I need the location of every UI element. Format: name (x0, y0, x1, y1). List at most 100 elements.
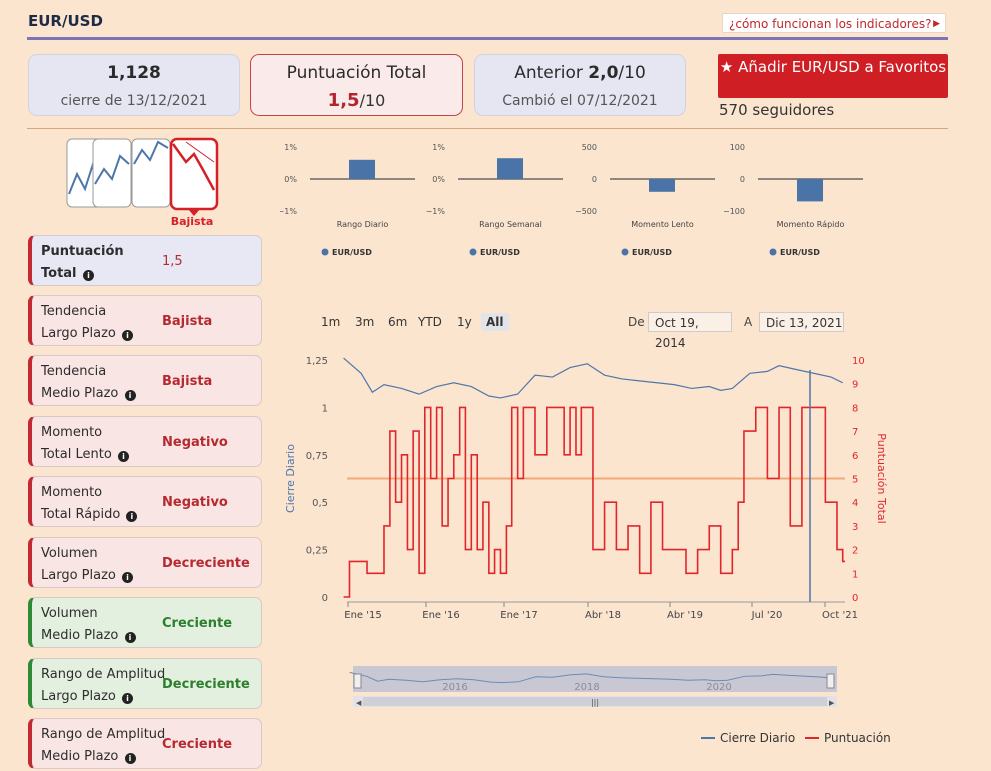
indicator-name-line1: Puntuación (41, 244, 124, 259)
date-from-label: De (628, 315, 645, 329)
timeframe-1m-button[interactable]: 1m (321, 315, 341, 329)
indicator-name: Rango de Amplitud Largo Plazo i (41, 664, 166, 708)
mini-legend-dot (321, 248, 329, 256)
timeframe-6m-button[interactable]: 6m (388, 315, 408, 329)
indicator-card[interactable]: Momento Total Rápido i Negativo (28, 476, 262, 527)
mini-chart-1: 1% 0% −1% Rango Diario EUR/USD (280, 143, 415, 257)
mini-bar (797, 179, 823, 202)
close-card: 1,128 cierre de 13/12/2021 (28, 54, 240, 116)
mini-ytick: −100 (723, 207, 745, 216)
chevron-right-icon: ▶ (933, 19, 940, 29)
timeframe-all-button[interactable]: All (481, 313, 509, 331)
trend-badge: Bajista (171, 215, 214, 228)
indicator-name: Volumen Largo Plazo i (41, 543, 166, 587)
info-icon[interactable]: i (117, 451, 129, 462)
help-link-label: ¿cómo funcionan los indicadores? (729, 17, 932, 31)
y2-tick-label: 8 (852, 403, 858, 414)
indicator-card[interactable]: Tendencia Medio Plazo i Bajista (28, 355, 262, 406)
date-to-input[interactable]: Dic 13, 2021 (759, 312, 844, 332)
indicator-name-line2: Total (41, 266, 77, 281)
indicator-value: Negativo (162, 435, 228, 450)
indicator-value: Bajista (162, 374, 213, 389)
y-tick-label: 0,5 (312, 498, 328, 509)
previous-score-label: Anterior (514, 63, 589, 83)
trend-icons: Bajista (66, 137, 219, 228)
indicator-name-line2: Largo Plazo (41, 326, 116, 341)
indicator-card[interactable]: Puntuación Total i 1,5 (28, 235, 262, 286)
y-tick-label: 0 (322, 593, 328, 604)
x-tick-label: Ene '17 (500, 610, 537, 621)
mini-xlabel: Rango Semanal (479, 220, 542, 229)
main-chart: 0 0,25 0,5 0,75 1 1,25 0 1 2 3 4 5 6 7 8 9 10 Ene '15 Ene … (284, 356, 888, 621)
navigator-left-handle (353, 673, 362, 689)
add-favorites-button[interactable]: ★ Añadir EUR/USD a Favoritos (718, 54, 948, 98)
info-icon[interactable]: i (124, 390, 136, 401)
info-icon[interactable]: i (126, 511, 138, 522)
y2-tick-label: 6 (852, 451, 858, 462)
indicator-name-line2: Total Lento (41, 447, 112, 462)
uptrend-icon-3 (131, 138, 171, 208)
header-divider (27, 37, 948, 40)
indicator-value: Decreciente (162, 677, 250, 692)
previous-score-card: Anterior 2,0/10 Cambió el 07/12/2021 (474, 54, 686, 116)
indicator-name-line2: Largo Plazo (41, 689, 116, 704)
previous-score-denom: /10 (618, 63, 646, 83)
indicator-card[interactable]: Momento Total Lento i Negativo (28, 416, 262, 467)
help-link[interactable]: ¿cómo funcionan los indicadores? ▶ (722, 13, 946, 33)
section-divider (27, 128, 948, 129)
y2-axis-title: Puntuación Total (875, 433, 888, 523)
info-icon[interactable]: i (122, 330, 133, 341)
mini-xlabel: Momento Lento (631, 220, 694, 229)
indicator-name-line1: Tendencia (41, 364, 107, 379)
total-score-title: Puntuación Total (286, 63, 427, 83)
add-favorites-label: Añadir EUR/USD a Favoritos (738, 58, 947, 76)
total-score-denom: /10 (359, 91, 386, 110)
indicator-card[interactable]: Volumen Medio Plazo i Creciente (28, 597, 262, 648)
indicator-value: Creciente (162, 737, 233, 752)
mini-xlabel: Rango Diario (337, 220, 389, 229)
y-tick-label: 0,25 (306, 546, 328, 557)
indicator-name: Tendencia Largo Plazo i (41, 301, 166, 345)
indicator-name-line2: Medio Plazo (41, 386, 119, 401)
indicator-name-line1: Tendencia (41, 304, 107, 319)
indicator-card[interactable]: Tendencia Largo Plazo i Bajista (28, 295, 262, 346)
star-icon: ★ (719, 58, 734, 76)
info-icon[interactable]: i (124, 632, 136, 643)
navigator-scroll-thumb (363, 697, 827, 706)
indicator-card[interactable]: Rango de Amplitud Medio Plazo i Creciente (28, 718, 262, 769)
mini-legend-dot (469, 248, 477, 256)
uptrend-icon-2 (92, 138, 132, 208)
indicator-name-line2: Largo Plazo (41, 568, 116, 583)
previous-score-changed: Cambió el 07/12/2021 (502, 93, 658, 109)
mini-bar (649, 179, 675, 192)
total-score-value: 1,5 (327, 90, 360, 111)
timeframe-ytd-button[interactable]: YTD (418, 315, 442, 329)
indicator-card[interactable]: Rango de Amplitud Largo Plazo i Decrecient… (28, 658, 262, 709)
indicator-name-line2: Medio Plazo (41, 749, 119, 764)
mini-legend-dot (621, 248, 629, 256)
navigator-line (349, 671, 835, 684)
previous-score-line: Anterior 2,0/10 (475, 63, 685, 83)
navigator-year-label: 2016 (442, 682, 467, 693)
mini-ytick: 1% (432, 143, 445, 152)
indicator-name-line2: Medio Plazo (41, 628, 119, 643)
mini-chart-2: 1% 0% −1% Rango Semanal EUR/USD (426, 143, 563, 257)
indicator-name-line1: Volumen (41, 546, 98, 561)
info-icon[interactable]: i (122, 693, 133, 704)
mini-ytick: 0 (740, 175, 745, 184)
range-navigator[interactable]: 2016 2018 2020 ◀ ▶ ||| (345, 664, 845, 710)
date-from-input[interactable]: Oct 19, 2014 (648, 312, 732, 350)
scroll-right-icon: ▶ (829, 699, 835, 707)
info-icon[interactable]: i (124, 753, 136, 764)
mini-bar (497, 158, 523, 179)
info-icon[interactable]: i (83, 270, 95, 281)
timeframe-1y-button[interactable]: 1y (457, 315, 472, 329)
navigator-year-label: 2020 (706, 682, 731, 693)
mini-ytick: 0% (432, 175, 445, 184)
indicator-card[interactable]: Volumen Largo Plazo i Decreciente (28, 537, 262, 588)
timeframe-3m-button[interactable]: 3m (355, 315, 375, 329)
info-icon[interactable]: i (122, 572, 133, 583)
mini-ytick: 0% (284, 175, 297, 184)
mini-legend-label: EUR/USD (480, 248, 520, 257)
mini-legend-dot (769, 248, 777, 256)
